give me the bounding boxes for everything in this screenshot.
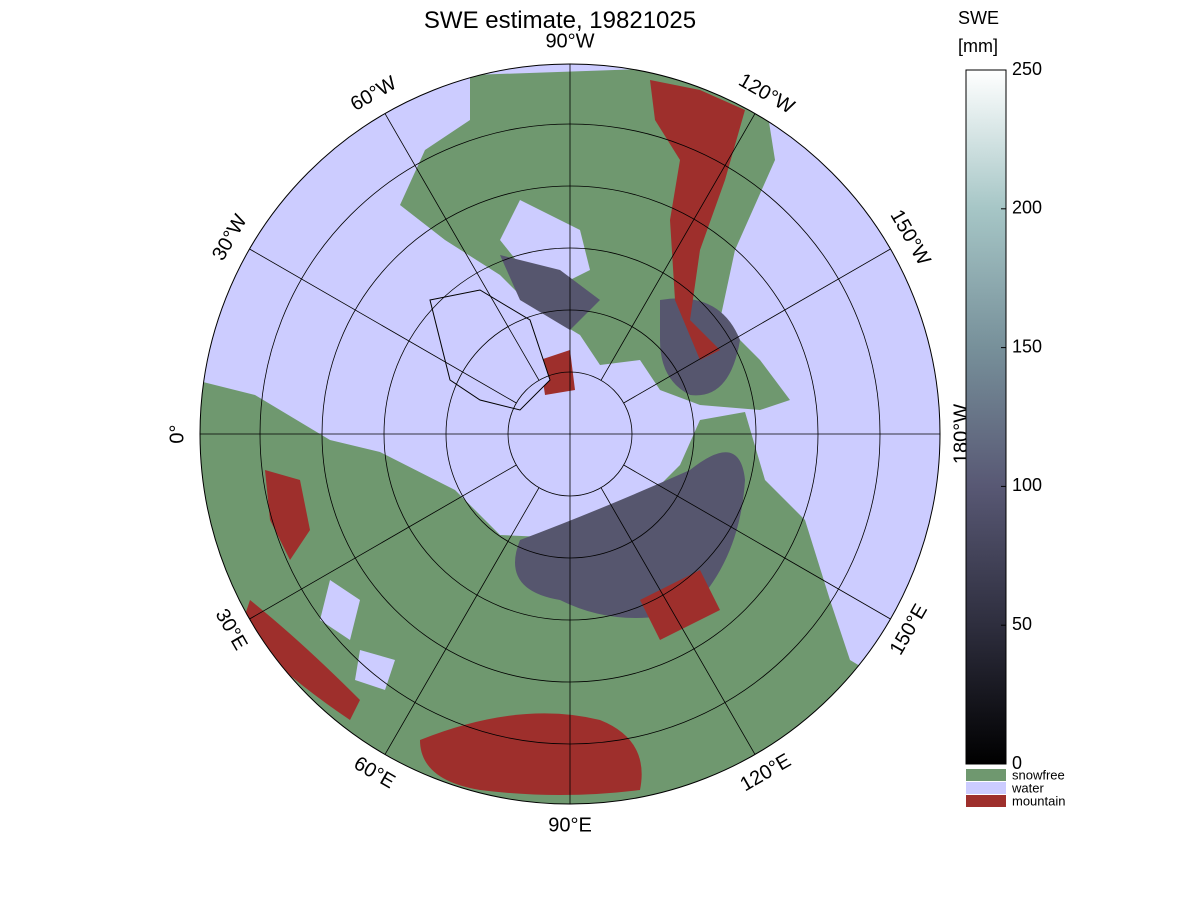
meridian-line — [600, 487, 756, 755]
legend-swatch — [966, 795, 1006, 807]
colorbar-tick-label: 150 — [1012, 336, 1042, 356]
meridian-label: 90°E — [548, 814, 592, 836]
meridian-line — [384, 487, 540, 755]
meridian-line — [249, 248, 517, 404]
meridian-label: 90°W — [545, 30, 594, 52]
colorbar-tick-label: 250 — [1012, 59, 1042, 79]
colorbar-tick-label: 50 — [1012, 614, 1032, 634]
legend-label: water — [1011, 780, 1044, 795]
meridian-line — [623, 248, 891, 404]
colorbar-tick-label: 100 — [1012, 475, 1042, 495]
meridian-line — [623, 464, 891, 620]
colorbar-title: SWE — [958, 8, 999, 28]
map-disc — [200, 64, 940, 804]
colorbar-tick-label: 200 — [1012, 198, 1042, 218]
map-title: SWE estimate, 19821025 — [424, 7, 696, 34]
meridian-label: 0° — [166, 424, 188, 443]
colorbar — [965, 69, 1007, 765]
colorbar-title: [mm] — [958, 36, 998, 56]
meridian-line — [384, 113, 540, 381]
legend-swatch — [966, 782, 1006, 794]
meridian-line — [249, 464, 517, 620]
meridian-line — [600, 113, 756, 381]
colorbar-tick-label: 0 — [1012, 753, 1022, 773]
legend-label: mountain — [1012, 793, 1065, 808]
legend-label: snowfree — [1012, 767, 1065, 782]
legend-swatch — [966, 769, 1006, 781]
